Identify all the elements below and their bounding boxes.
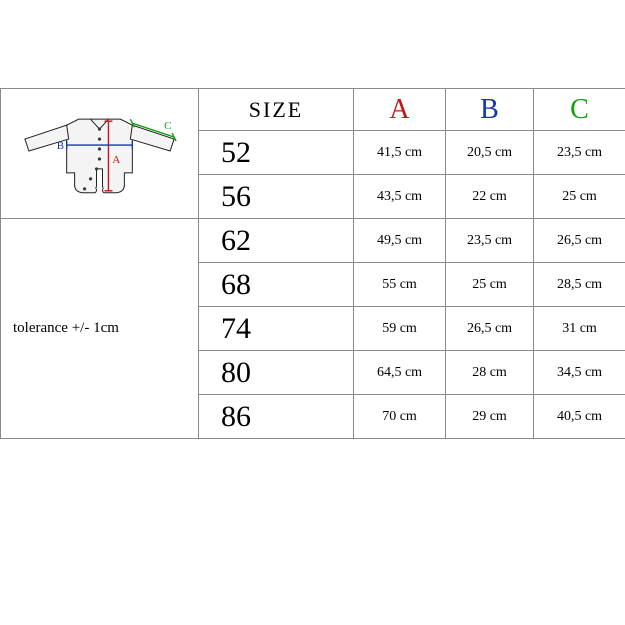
diagram-label-c: C: [164, 120, 171, 132]
table-row: tolerance +/- 1cm 62 49,5 cm 23,5 cm 26,…: [1, 219, 625, 263]
header-c: C: [534, 89, 625, 131]
measure-b: 22 cm: [446, 175, 534, 219]
measure-c: 23,5 cm: [534, 131, 625, 175]
measure-c: 26,5 cm: [534, 219, 625, 263]
header-b: B: [446, 89, 534, 131]
measure-b: 25 cm: [446, 263, 534, 307]
measure-b: 20,5 cm: [446, 131, 534, 175]
header-size: SIZE: [199, 89, 354, 131]
diagram-label-b: B: [57, 140, 64, 152]
size-value: 62: [199, 219, 354, 263]
garment-diagram-cell: A B C: [1, 89, 199, 219]
size-chart-canvas: A B C SIZE A B C 52 41,5 cm 20,5 cm 23,5…: [0, 0, 625, 625]
size-value: 80: [199, 351, 354, 395]
measure-b: 28 cm: [446, 351, 534, 395]
measure-c: 25 cm: [534, 175, 625, 219]
size-value: 74: [199, 307, 354, 351]
measure-c: 31 cm: [534, 307, 625, 351]
header-a: A: [354, 89, 446, 131]
measure-a: 70 cm: [354, 395, 446, 439]
measure-a: 59 cm: [354, 307, 446, 351]
size-chart-table: A B C SIZE A B C 52 41,5 cm 20,5 cm 23,5…: [0, 88, 625, 439]
tolerance-note: tolerance +/- 1cm: [1, 219, 199, 439]
diagram-label-a: A: [112, 153, 120, 165]
measure-c: 40,5 cm: [534, 395, 625, 439]
measure-b: 26,5 cm: [446, 307, 534, 351]
garment-diagram: A B C: [5, 111, 194, 197]
measure-a: 49,5 cm: [354, 219, 446, 263]
measure-a: 43,5 cm: [354, 175, 446, 219]
size-value: 56: [199, 175, 354, 219]
measure-b: 29 cm: [446, 395, 534, 439]
measure-c: 28,5 cm: [534, 263, 625, 307]
measure-b: 23,5 cm: [446, 219, 534, 263]
measure-a: 41,5 cm: [354, 131, 446, 175]
size-value: 52: [199, 131, 354, 175]
onesie-icon: A B C: [5, 111, 194, 197]
measure-a: 55 cm: [354, 263, 446, 307]
header-row: A B C SIZE A B C: [1, 89, 625, 131]
size-value: 86: [199, 395, 354, 439]
measure-a: 64,5 cm: [354, 351, 446, 395]
size-value: 68: [199, 263, 354, 307]
measure-c: 34,5 cm: [534, 351, 625, 395]
